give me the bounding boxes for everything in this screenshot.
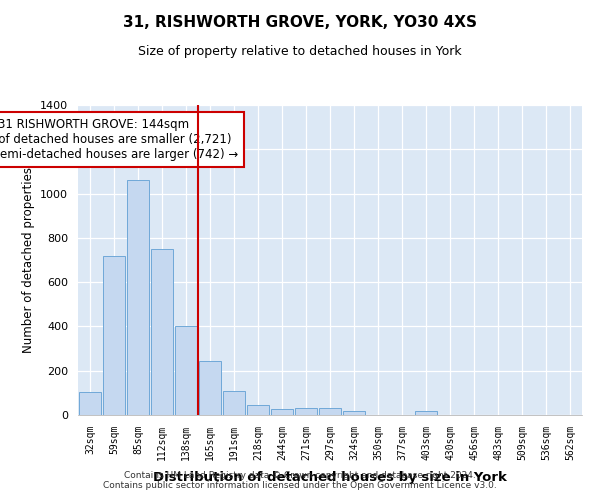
Bar xyxy=(199,361,221,415)
Bar xyxy=(271,410,293,415)
Bar xyxy=(175,326,197,415)
Text: Contains HM Land Registry data © Crown copyright and database right 2024.
Contai: Contains HM Land Registry data © Crown c… xyxy=(103,470,497,490)
Bar xyxy=(319,408,341,415)
Bar xyxy=(79,392,101,415)
Bar xyxy=(295,408,317,415)
Bar xyxy=(247,404,269,415)
Text: Size of property relative to detached houses in York: Size of property relative to detached ho… xyxy=(138,45,462,58)
Y-axis label: Number of detached properties: Number of detached properties xyxy=(22,167,35,353)
Text: 31, RISHWORTH GROVE, YORK, YO30 4XS: 31, RISHWORTH GROVE, YORK, YO30 4XS xyxy=(123,15,477,30)
Bar xyxy=(343,410,365,415)
Text: 31 RISHWORTH GROVE: 144sqm
← 78% of detached houses are smaller (2,721)
21% of s: 31 RISHWORTH GROVE: 144sqm ← 78% of deta… xyxy=(0,118,238,162)
Bar xyxy=(151,250,173,415)
Bar xyxy=(223,390,245,415)
Bar xyxy=(127,180,149,415)
Bar xyxy=(415,410,437,415)
X-axis label: Distribution of detached houses by size in York: Distribution of detached houses by size … xyxy=(153,471,507,484)
Bar xyxy=(103,256,125,415)
